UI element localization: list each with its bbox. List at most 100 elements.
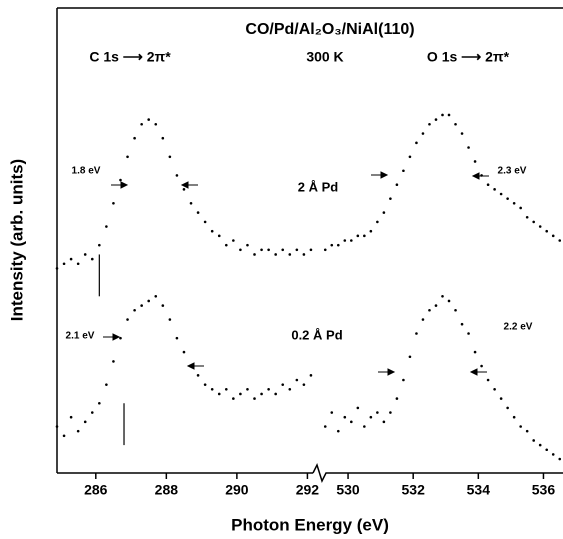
annotation: 2.2 eV — [504, 322, 533, 333]
data-point — [350, 239, 353, 242]
y-axis-label: Intensity (arb. units) — [7, 159, 26, 321]
data-point — [133, 308, 136, 312]
data-point — [274, 253, 277, 256]
annotation: C 1s ⟶ 2π* — [89, 49, 171, 65]
data-point — [288, 253, 292, 256]
data-point — [90, 411, 94, 414]
data-point — [402, 378, 405, 382]
data-point — [434, 118, 438, 121]
data-point — [376, 220, 379, 224]
x-tick-label: 532 — [402, 482, 426, 498]
data-point — [460, 132, 464, 135]
data-point — [551, 234, 555, 238]
data-point — [217, 234, 221, 238]
annotation: 2.3 eV — [498, 166, 527, 177]
annotation: 2 Å Pd — [298, 179, 339, 194]
data-point — [441, 295, 444, 298]
x-tick-label: 286 — [84, 482, 108, 498]
data-point — [441, 113, 444, 117]
data-point — [126, 318, 129, 321]
annotation: 2.1 eV — [66, 331, 95, 342]
data-point — [147, 299, 151, 303]
data-point — [105, 383, 108, 386]
data-point — [447, 299, 451, 303]
data-point — [175, 336, 179, 340]
data-point — [506, 406, 509, 410]
data-point — [389, 197, 392, 200]
data-point — [246, 243, 249, 247]
data-point — [302, 383, 306, 386]
data-point — [281, 248, 285, 252]
data-point — [119, 178, 122, 182]
data-point — [408, 155, 412, 159]
data-point — [350, 420, 353, 424]
data-point — [260, 392, 263, 396]
data-point — [232, 397, 235, 400]
data-point — [210, 229, 214, 233]
data-point — [395, 183, 399, 186]
data-point — [309, 374, 313, 377]
data-point — [356, 406, 360, 410]
data-point — [210, 388, 214, 391]
data-point — [189, 202, 193, 205]
data-point — [168, 155, 172, 159]
data-point — [203, 383, 207, 386]
data-point — [499, 192, 503, 196]
data-point — [154, 122, 158, 126]
data-point — [175, 174, 179, 177]
data-point — [525, 429, 529, 433]
data-point — [434, 304, 438, 307]
data-point — [519, 206, 522, 210]
data-point — [499, 397, 503, 400]
data-point — [147, 118, 151, 121]
x-tick-label: 530 — [336, 482, 360, 498]
data-point — [428, 122, 431, 126]
data-point — [224, 388, 228, 391]
data-point — [154, 295, 158, 298]
data-point — [302, 253, 306, 256]
data-point — [253, 253, 256, 256]
data-point — [376, 411, 379, 414]
data-point — [126, 155, 129, 159]
data-point — [62, 434, 66, 438]
data-point — [558, 239, 562, 242]
data-point — [473, 160, 477, 163]
annotation: 0.2 Å Pd — [291, 327, 342, 342]
data-point — [161, 304, 165, 307]
annotation: 300 K — [306, 49, 343, 65]
data-point — [330, 243, 334, 247]
data-point — [140, 304, 143, 307]
data-point — [519, 425, 522, 428]
data-point — [182, 188, 186, 191]
annotation: O 1s ⟶ 2π* — [427, 49, 510, 65]
data-point — [454, 308, 457, 312]
data-point — [168, 318, 172, 321]
x-tick-label: 288 — [155, 482, 179, 498]
data-point — [133, 136, 136, 140]
data-point — [480, 364, 483, 368]
data-point — [119, 336, 122, 340]
data-point — [281, 383, 285, 386]
chart-title: CO/Pd/Al₂O₃/NiAl(110) — [245, 21, 414, 38]
data-point — [246, 388, 249, 391]
data-point — [267, 388, 270, 391]
data-point — [486, 183, 490, 186]
x-tick-label: 290 — [225, 482, 249, 498]
data-point — [382, 211, 386, 214]
data-point — [232, 239, 235, 242]
data-point — [217, 392, 221, 396]
data-point — [493, 388, 496, 391]
data-point — [512, 415, 516, 419]
data-point — [55, 267, 59, 270]
data-point — [253, 397, 256, 400]
data-point — [493, 188, 496, 191]
data-point — [161, 136, 165, 140]
data-point — [447, 113, 451, 117]
data-point — [224, 243, 228, 247]
x-axis-label: Photon Energy (eV) — [231, 515, 389, 534]
data-point — [532, 220, 535, 224]
data-point — [336, 243, 340, 247]
data-point — [98, 243, 101, 247]
data-point — [182, 350, 186, 354]
